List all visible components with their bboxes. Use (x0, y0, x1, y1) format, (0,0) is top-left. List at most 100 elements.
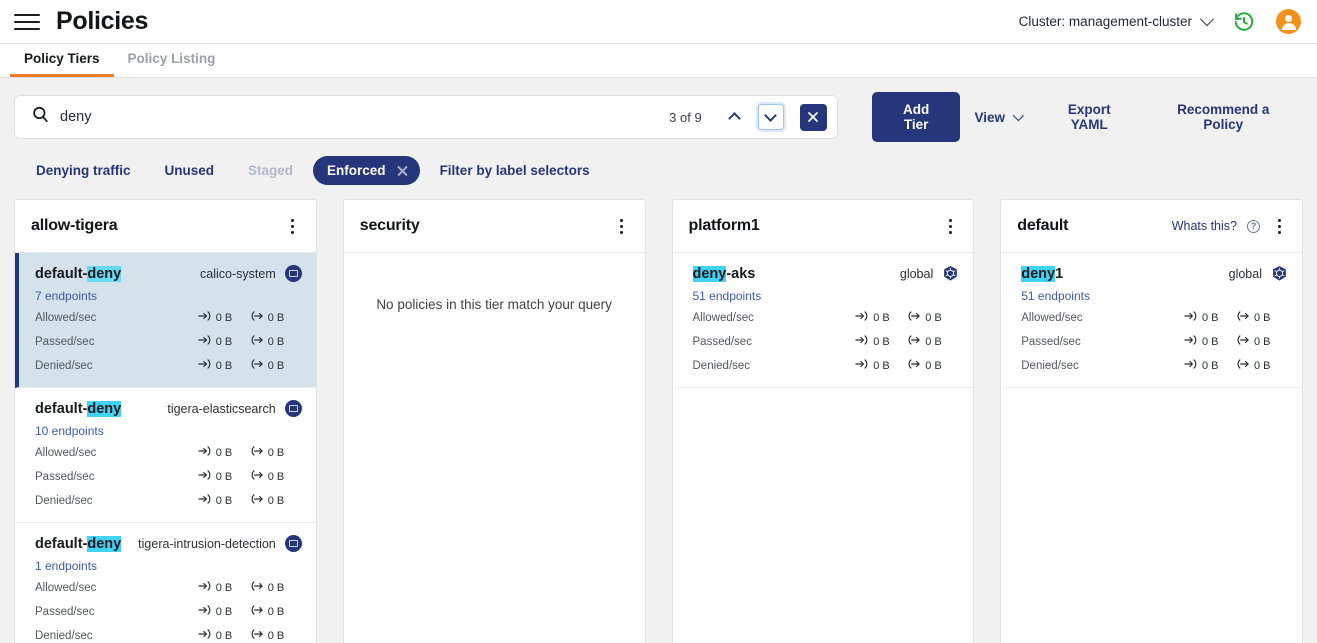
policy-scope: global (1229, 265, 1288, 282)
search-next-button[interactable] (757, 104, 784, 130)
filter-staged: Staged (248, 163, 294, 178)
tier-header: default Whats this?? (1001, 200, 1302, 253)
policy-stat-line: Passed/sec 0 B 0 B (35, 603, 302, 621)
tab-policy-listing[interactable]: Policy Listing (127, 51, 216, 66)
policy-stat-ingress-value: 0 B (873, 336, 890, 348)
policy-stat-line: Passed/sec 0 B 0 B (35, 468, 302, 486)
more-vertical-icon[interactable] (284, 217, 302, 235)
tier-header-actions: Whats this?? (1172, 217, 1288, 235)
ingress-arrow-icon (1184, 357, 1197, 375)
policy-stat-values: 0 B 0 B (1184, 333, 1288, 351)
policy-scope: calico-system (200, 265, 302, 282)
policy-stat-egress: 0 B (250, 333, 302, 351)
policy-stat-ingress: 0 B (198, 468, 250, 486)
egress-arrow-icon (907, 309, 921, 327)
policy-stat-line: Passed/sec 0 B 0 B (35, 333, 302, 351)
tier-header-actions (284, 217, 302, 235)
policy-row[interactable]: default-deny tigera-intrusion-detection 1 … (15, 523, 316, 643)
policy-stat-line: Denied/sec 0 B 0 B (1021, 357, 1288, 375)
export-yaml-button[interactable]: Export YAML (1035, 92, 1144, 142)
policy-stat-egress-value: 0 B (267, 360, 285, 372)
policy-endpoints-link[interactable]: 51 endpoints (692, 289, 762, 303)
ingress-arrow-icon (198, 492, 211, 510)
filter-by-label-selectors[interactable]: Filter by label selectors (439, 163, 590, 178)
policy-stat-values: 0 B 0 B (198, 603, 302, 621)
egress-arrow-icon (907, 333, 921, 351)
empty-state-message: No policies in this tier match your quer… (376, 297, 612, 312)
policy-endpoints-link[interactable]: 10 endpoints (35, 424, 104, 438)
search-input[interactable]: deny (60, 109, 92, 125)
egress-arrow-icon (250, 444, 263, 462)
policy-stat-line: Denied/sec 0 B 0 B (35, 492, 302, 510)
search-prev-button[interactable] (722, 104, 748, 130)
tier-card: platform1 deny-aks global 51 endpoints Allow… (671, 199, 975, 643)
policy-stat-label: Passed/sec (1021, 336, 1081, 348)
ingress-arrow-icon (855, 357, 868, 375)
search-box[interactable]: deny 3 of 9 (14, 95, 838, 139)
policy-stat-ingress: 0 B (1184, 309, 1236, 327)
egress-arrow-icon (250, 468, 263, 486)
search-clear-button[interactable] (799, 103, 827, 131)
view-button[interactable]: View (960, 100, 1035, 135)
policy-stat-ingress-value: 0 B (215, 336, 233, 348)
policy-stat-ingress: 0 B (1184, 357, 1236, 375)
policy-stat-egress-value: 0 B (267, 630, 285, 642)
policy-stat-egress-value: 0 B (925, 360, 942, 372)
policy-stat-label: Denied/sec (35, 360, 93, 372)
policy-row-header: deny-aks global (692, 265, 960, 282)
egress-arrow-icon (1236, 357, 1249, 375)
whats-this-link[interactable]: Whats this? (1171, 219, 1237, 233)
filter-enforced[interactable]: Enforced (313, 156, 420, 185)
more-vertical-icon[interactable] (941, 217, 959, 235)
more-vertical-icon[interactable] (1270, 217, 1288, 235)
policy-endpoints-link[interactable]: 1 endpoints (35, 559, 98, 573)
policy-scope-label: tigera-intrusion-detection (138, 536, 276, 551)
egress-arrow-icon (250, 357, 263, 375)
more-vertical-icon[interactable] (613, 217, 631, 235)
hamburger-icon[interactable] (14, 9, 40, 35)
policy-stat-ingress-value: 0 B (215, 312, 233, 324)
tab-policy-tiers[interactable]: Policy Tiers (10, 51, 114, 77)
policy-scope: tigera-elasticsearch (167, 400, 302, 417)
policy-stat-line: Denied/sec 0 B 0 B (693, 357, 960, 375)
policy-stat-egress-value: 0 B (267, 495, 285, 507)
add-tier-button[interactable]: Add Tier (871, 92, 961, 142)
policy-stat-ingress-value: 0 B (215, 582, 233, 594)
history-icon[interactable] (1230, 8, 1258, 36)
policy-stat-label: Allowed/sec (35, 312, 97, 324)
filter-denying-traffic[interactable]: Denying traffic (36, 163, 131, 178)
egress-arrow-icon (250, 627, 263, 643)
recommend-policy-button[interactable]: Recommend a Policy (1144, 92, 1303, 142)
policy-stat-egress: 0 B (1236, 309, 1288, 327)
policy-stat-ingress-value: 0 B (1202, 336, 1219, 348)
close-icon[interactable] (396, 164, 409, 177)
policy-stat-label: Passed/sec (35, 606, 95, 618)
ingress-arrow-icon (1184, 333, 1197, 351)
search-highlight: deny (87, 265, 122, 282)
ingress-arrow-icon (198, 468, 211, 486)
egress-arrow-icon (250, 603, 263, 621)
policy-row[interactable]: deny-aks global 51 endpoints Allowed/sec 0 B… (672, 253, 974, 388)
ingress-arrow-icon (198, 603, 211, 621)
policy-endpoints-link[interactable]: 51 endpoints (1021, 289, 1090, 303)
view-button-label: View (974, 109, 1005, 125)
policy-row[interactable]: default-deny tigera-elasticsearch 10 endpo… (15, 388, 316, 523)
policy-stat-label: Allowed/sec (692, 312, 754, 324)
policy-stat-egress-value: 0 B (267, 447, 285, 459)
tier-body: No policies in this tier match your quer… (344, 253, 645, 643)
avatar[interactable] (1276, 9, 1301, 34)
policy-row-header: default-deny tigera-elasticsearch (35, 400, 302, 417)
policy-stat-egress: 0 B (250, 627, 302, 643)
policy-row[interactable]: default-deny calico-system 7 endpoints Allo… (15, 253, 316, 388)
policy-stat-label: Passed/sec (692, 336, 752, 348)
info-icon[interactable]: ? (1247, 219, 1260, 233)
policy-scope-label: global (1228, 266, 1262, 281)
cluster-selector[interactable]: Cluster: management-cluster (1018, 11, 1215, 29)
cluster-label: Cluster: management-cluster (1018, 14, 1192, 29)
policy-scope: tigera-intrusion-detection (138, 535, 302, 552)
policy-endpoints-link[interactable]: 7 endpoints (35, 289, 98, 303)
search-toolbar-row: deny 3 of 9 Add Tier View Export YAML Re… (0, 78, 1317, 142)
filter-unused[interactable]: Unused (164, 163, 215, 178)
policy-stat-line: Allowed/sec 0 B 0 B (35, 579, 302, 597)
